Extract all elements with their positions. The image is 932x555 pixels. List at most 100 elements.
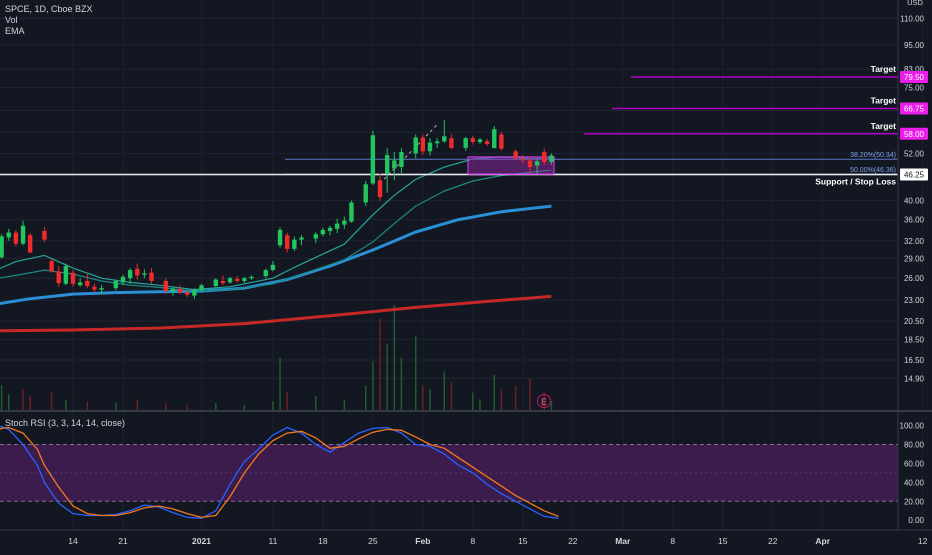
time-tick-label: Feb: [415, 536, 430, 546]
ema-fast-line: [0, 156, 552, 291]
ema-mid-line: [0, 169, 552, 292]
time-tick-label: Mar: [615, 536, 631, 546]
candle-body: [227, 278, 233, 283]
volume-bar: [0, 385, 3, 410]
candle-body: [492, 129, 497, 148]
support-price-tag: 46.25: [904, 171, 925, 180]
rsi-tick-label: 60.00: [904, 459, 925, 468]
candle-body: [0, 236, 4, 258]
time-tick-label: 14: [68, 536, 78, 546]
volume-bar: [243, 404, 246, 410]
volume-bar: [86, 401, 89, 410]
candle-body: [499, 134, 504, 149]
time-tick-label: 15: [518, 536, 528, 546]
fib-label: 38.20%(50.34): [850, 152, 896, 159]
candle-body: [334, 223, 340, 229]
volume-bar: [272, 401, 274, 410]
candle-body: [56, 271, 61, 284]
rsi-tick-label: 40.00: [904, 478, 925, 487]
volume-bar: [379, 319, 381, 410]
volume-bar: [115, 403, 117, 410]
volume-bar: [472, 392, 474, 410]
symbol-label[interactable]: SPCE, 1D, Cboe BZX: [5, 4, 93, 14]
candle-body: [213, 279, 218, 286]
candle-body: [434, 141, 440, 144]
volume-bar: [429, 389, 431, 410]
candle-body: [399, 152, 404, 168]
volume-bar: [500, 389, 503, 410]
candle-body: [220, 280, 226, 284]
candle-body: [299, 237, 304, 240]
ema-label[interactable]: EMA: [5, 26, 25, 36]
candle-body: [534, 161, 540, 166]
rsi-line-d: [0, 426, 559, 519]
volume-bar: [450, 382, 453, 410]
volume-bar: [186, 404, 188, 410]
candle-body: [249, 276, 254, 279]
price-tick-label: 83.00: [904, 65, 925, 74]
candle-body: [113, 280, 119, 289]
candle-body: [199, 285, 204, 291]
candle-body: [349, 202, 354, 222]
fib-label: 50.00%(46.36): [850, 167, 896, 174]
candle-body: [384, 155, 390, 174]
candle-body: [484, 141, 490, 144]
time-tick-label: 2021: [192, 536, 211, 546]
volume-bar: [393, 305, 396, 410]
trend-dashed-line: [379, 124, 438, 184]
rsi-tick-label: 0.00: [908, 516, 924, 525]
candle-body: [477, 139, 483, 143]
price-tick-label: 40.00: [904, 197, 925, 206]
volume-label[interactable]: Vol: [5, 15, 18, 25]
price-tick-label: 52.00: [904, 149, 925, 158]
time-tick-label: 8: [470, 536, 475, 546]
candle-body: [377, 180, 383, 198]
volume-bar: [443, 371, 446, 410]
candle-body: [142, 273, 147, 275]
time-tick-label: 18: [318, 536, 328, 546]
volume-bar: [514, 385, 517, 410]
volume-bar: [529, 378, 531, 410]
candle-body: [135, 268, 140, 276]
rsi-line-k: [0, 425, 559, 519]
candle-body: [70, 272, 76, 284]
volume-bar: [50, 392, 53, 410]
candle-body: [263, 270, 268, 277]
time-tick-label: 8: [670, 536, 675, 546]
volume-bar: [493, 375, 496, 410]
candle-body: [49, 261, 54, 272]
candle-body: [463, 138, 468, 148]
time-tick-label: 15: [718, 536, 728, 546]
price-tick-label: 75.00: [904, 83, 925, 92]
volume-bar: [400, 357, 403, 410]
target-label: Target: [871, 95, 897, 105]
main-legend: SPCE, 1D, Cboe BZX Vol EMA: [5, 4, 93, 37]
candle-body: [170, 288, 176, 292]
time-tick-label: 22: [568, 536, 578, 546]
candle-body: [277, 229, 283, 246]
price-tick-label: 23.00: [904, 296, 925, 305]
target-label: Target: [871, 121, 897, 131]
candle-body: [427, 142, 433, 152]
volume-bar: [286, 392, 288, 410]
earnings-marker[interactable]: E: [537, 394, 551, 408]
candle-body: [470, 138, 476, 143]
volume-bar: [215, 403, 217, 410]
volume-bar: [65, 399, 67, 410]
volume-bar: [414, 336, 417, 410]
candle-body: [420, 137, 426, 152]
target-price-tag: 58.00: [904, 130, 925, 139]
candle-body: [413, 137, 418, 154]
ema-long-line: [0, 294, 552, 333]
support-price-tag-bg: [900, 168, 928, 181]
stoch-rsi-label[interactable]: Stoch RSI (3, 3, 14, 14, close): [5, 418, 126, 428]
price-tick-label: 20.50: [904, 317, 925, 326]
target-price-tag-bg: [900, 102, 928, 115]
support-label: Support / Stop Loss: [815, 177, 896, 187]
price-tick-label: 26.00: [904, 274, 925, 283]
candle-body: [13, 232, 19, 244]
volume-bar: [136, 399, 139, 410]
price-tick-label: 36.00: [904, 216, 925, 225]
